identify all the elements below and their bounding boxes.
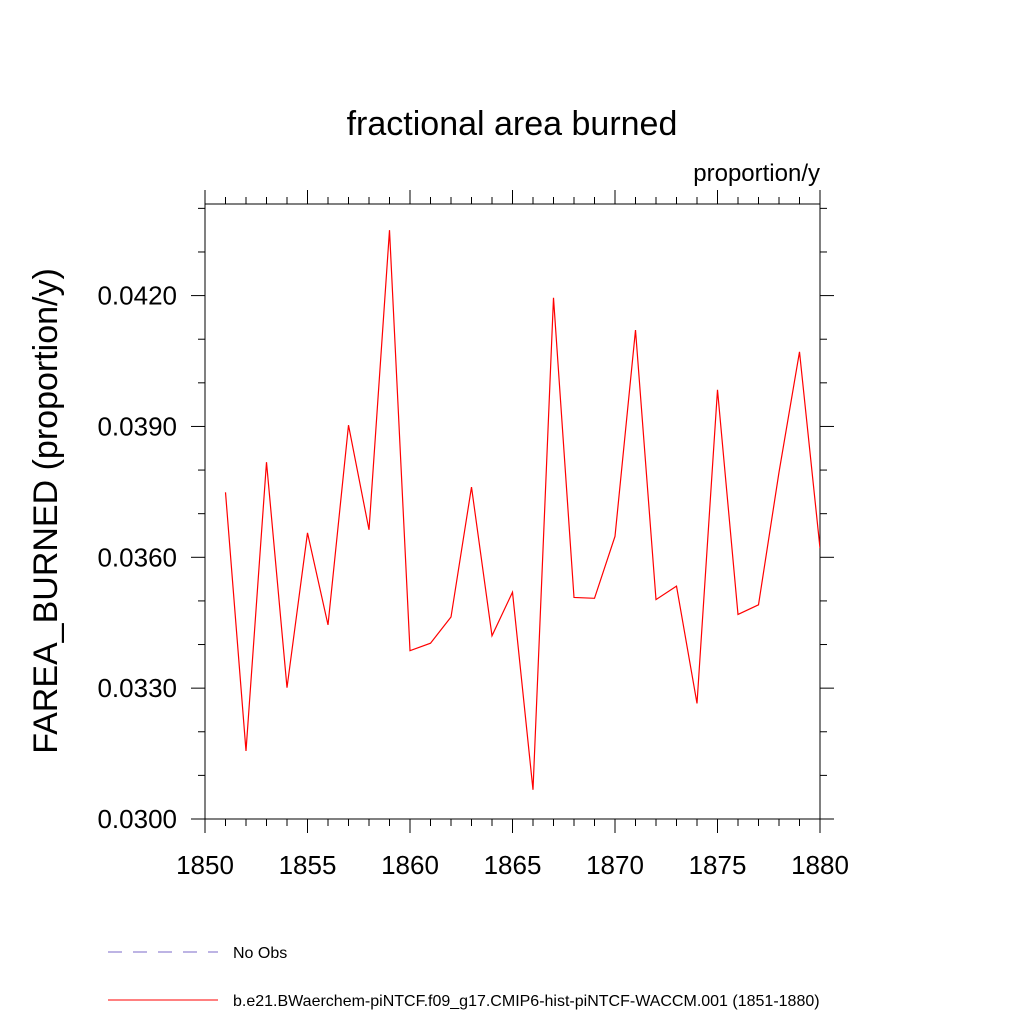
legend-label: b.e21.BWaerchem-piNTCF.f09_g17.CMIP6-his… [233, 993, 820, 1010]
x-tick-label: 1865 [484, 850, 542, 880]
x-tick-label: 1855 [279, 850, 337, 880]
y-tick-label: 0.0360 [97, 542, 177, 572]
legend-label: No Obs [233, 945, 287, 962]
x-tick-label: 1860 [381, 850, 439, 880]
x-tick-label: 1870 [586, 850, 644, 880]
legend: No Obs b.e21.BWaerchem-piNTCF.f09_g17.CMI… [108, 945, 820, 1010]
y-tick-label: 0.0390 [97, 411, 177, 441]
y-tick-label: 0.0330 [97, 673, 177, 703]
x-tick-label: 1850 [176, 850, 234, 880]
x-tick-label: 1880 [791, 850, 849, 880]
y-tick-label: 0.0300 [97, 804, 177, 834]
y-tick-label: 0.0420 [97, 281, 177, 311]
chart-title: fractional area burned [347, 105, 678, 143]
y-axis-label: FAREA_BURNED (proportion/y) [27, 268, 65, 754]
x-tick-label: 1875 [689, 850, 747, 880]
plot-area: 1850 1855 1860 1865 1870 1875 1880 0.0300 0.0330… [97, 190, 849, 880]
chart-subtitle: proportion/y [693, 160, 820, 187]
plot-frame [204, 203, 821, 820]
series-line [224, 230, 820, 790]
